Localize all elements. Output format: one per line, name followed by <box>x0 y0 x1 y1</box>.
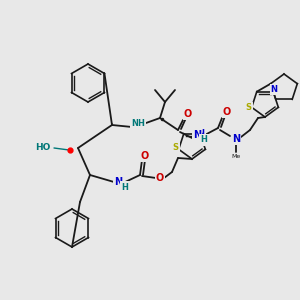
Text: O: O <box>223 107 231 117</box>
Text: S: S <box>173 143 179 152</box>
Text: N: N <box>232 134 240 144</box>
Text: H: H <box>122 182 128 191</box>
Text: N: N <box>193 130 201 140</box>
Text: O: O <box>184 109 192 119</box>
Text: O: O <box>156 173 164 183</box>
Text: Me: Me <box>231 154 241 158</box>
Text: H: H <box>201 136 207 145</box>
Text: N: N <box>198 129 205 138</box>
Text: NH: NH <box>131 119 145 128</box>
Text: S: S <box>246 103 252 112</box>
Text: HO: HO <box>35 143 51 152</box>
Text: N: N <box>114 177 122 187</box>
Text: O: O <box>141 151 149 161</box>
Text: N: N <box>271 85 278 94</box>
